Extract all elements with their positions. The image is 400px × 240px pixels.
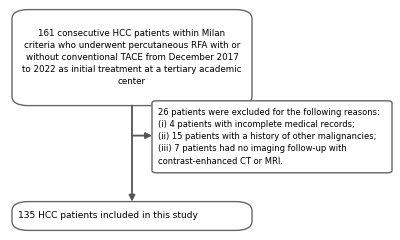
Text: 135 HCC patients included in this study: 135 HCC patients included in this study — [18, 211, 198, 221]
FancyBboxPatch shape — [152, 101, 392, 173]
FancyBboxPatch shape — [12, 10, 252, 106]
Text: 26 patients were excluded for the following reasons:
(i) 4 patients with incompl: 26 patients were excluded for the follow… — [158, 108, 380, 166]
Text: 161 consecutive HCC patients within Milan
criteria who underwent percutaneous RF: 161 consecutive HCC patients within Mila… — [22, 29, 242, 86]
FancyBboxPatch shape — [12, 202, 252, 230]
